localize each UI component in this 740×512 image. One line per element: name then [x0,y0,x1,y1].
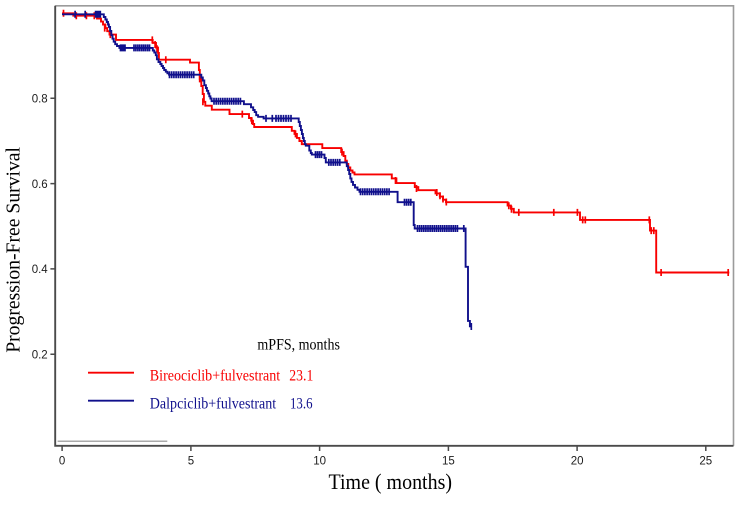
svg-text:Time ( months): Time ( months) [329,469,453,494]
svg-text:0.4: 0.4 [32,264,49,276]
svg-text:Progression-Free Survival: Progression-Free Survival [2,147,24,353]
svg-text:25: 25 [699,455,712,467]
svg-text:15: 15 [442,455,455,467]
svg-text:5: 5 [188,455,194,467]
svg-text:10: 10 [313,455,326,467]
svg-text:20: 20 [571,455,584,467]
svg-text:0.2: 0.2 [32,350,48,362]
svg-text:0.6: 0.6 [32,179,48,191]
svg-text:mPFS, months: mPFS, months [257,337,340,354]
svg-text:0: 0 [59,455,65,467]
svg-text:0.8: 0.8 [32,94,48,106]
